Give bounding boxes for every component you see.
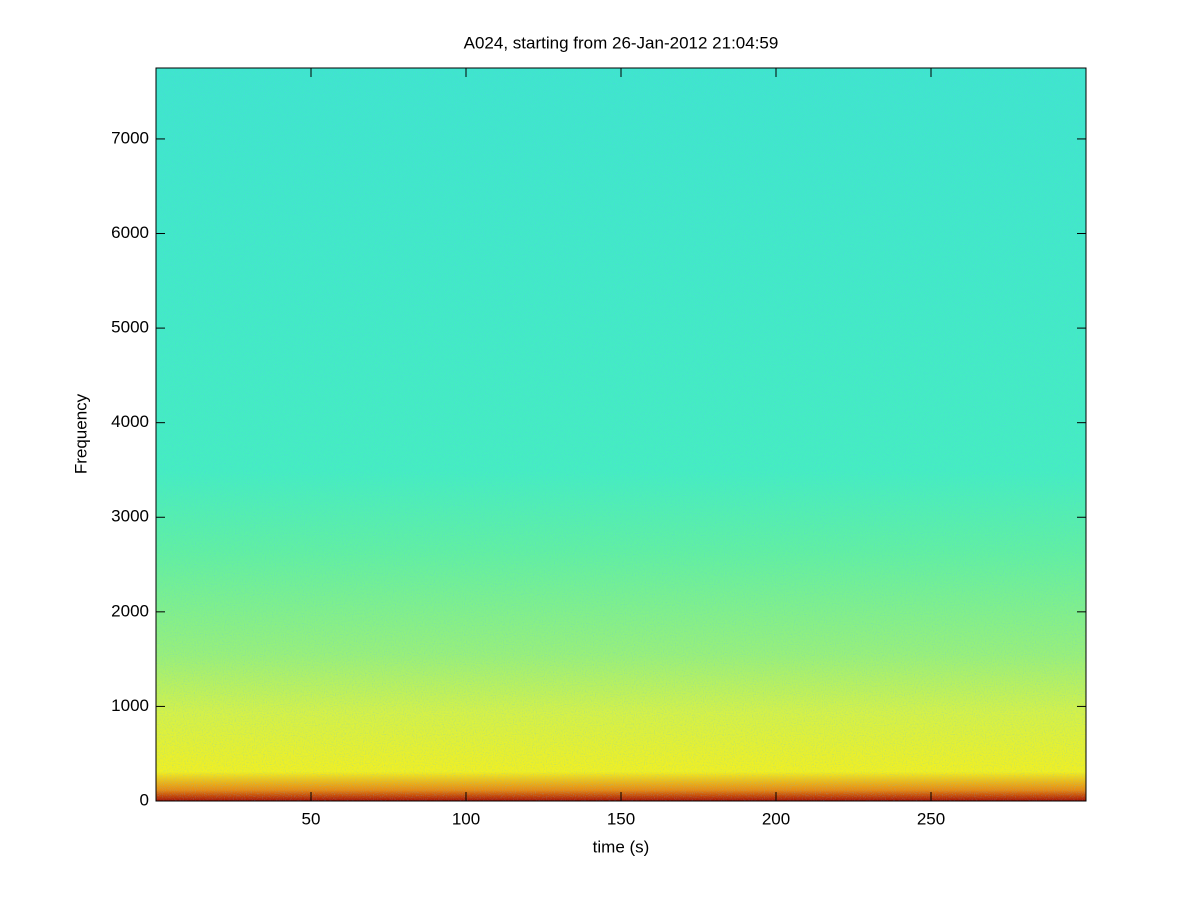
y-tick-label: 1000	[111, 696, 149, 715]
y-tick-label: 3000	[111, 507, 149, 526]
y-tick-label: 7000	[111, 128, 149, 147]
y-tick-label: 0	[140, 790, 149, 809]
y-tick-label: 6000	[111, 223, 149, 242]
x-tick-label: 50	[302, 809, 321, 828]
y-tick-label: 4000	[111, 412, 149, 431]
spectrogram-noise	[156, 68, 1086, 801]
y-tick-label: 2000	[111, 601, 149, 620]
x-tick-label: 150	[607, 809, 635, 828]
chart-title: A024, starting from 26-Jan-2012 21:04:59	[464, 33, 779, 52]
y-axis-label: Frequency	[71, 393, 90, 474]
x-tick-label: 250	[917, 809, 945, 828]
x-tick-label: 200	[762, 809, 790, 828]
x-axis-label: time (s)	[593, 837, 650, 856]
y-tick-label: 5000	[111, 318, 149, 337]
x-tick-label: 100	[452, 809, 480, 828]
